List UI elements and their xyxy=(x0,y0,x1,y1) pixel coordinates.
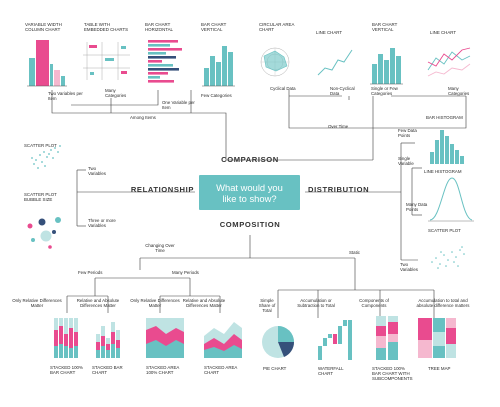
label-few-categories: Few Categories xyxy=(201,93,232,98)
chart-label-stacked-area: STACKED AREA CHART xyxy=(204,365,238,376)
label-simple-share: Simple Share of Total xyxy=(258,298,276,314)
line-chart-icon-b xyxy=(427,47,471,77)
label-three-or-more: Three or more Variables xyxy=(88,218,116,229)
chart-label-line-histogram: LINE HISTOGRAM xyxy=(424,169,462,174)
label-many-periods: Many Periods xyxy=(172,270,199,275)
branch-comparison: COMPARISON xyxy=(221,155,279,164)
variable-width-column-icon xyxy=(27,40,67,87)
branch-composition: COMPOSITION xyxy=(219,220,281,229)
chart-label-scatter-plot-dist: SCATTER PLOT xyxy=(428,228,461,233)
stacked-area-icon xyxy=(204,322,242,358)
chart-label-variable-width: VARIABLE WIDTH COLUMN CHART xyxy=(25,22,62,33)
stacked-bar-icon xyxy=(96,322,120,358)
label-relative-absolute-b: Relative and Absolute Differences Matter xyxy=(182,298,226,309)
label-two-variables: Two Variables xyxy=(88,166,106,177)
label-many-data-points: Many Data Points xyxy=(406,202,428,213)
label-relative-absolute-a: Relative and Absolute Differences Matter xyxy=(76,298,120,309)
chart-label-table-embedded: TABLE WITH EMBEDDED CHARTS xyxy=(84,22,129,33)
label-two-vars-per-item: Two Variables per Item xyxy=(48,91,83,102)
branch-distribution: DISTRIBUTION xyxy=(308,185,370,194)
chart-label-bar-vertical-a: BAR CHART VERTICAL xyxy=(201,22,227,33)
chart-label-stacked-area-100: STACKED AREA 100% CHART xyxy=(146,365,180,376)
label-only-relative-b: Only Relative Differences Matter xyxy=(130,298,180,309)
chart-label-bar-histogram: BAR HISTOGRAM xyxy=(426,115,463,120)
chart-label-waterfall: WATERFALL CHART xyxy=(318,366,344,377)
scatter-plot-2var-icon xyxy=(431,246,465,269)
stacked-100-bar-icon xyxy=(54,318,78,358)
center-question-box: What would you like to show? xyxy=(199,175,300,210)
stacked-100-sub-icon xyxy=(376,316,398,360)
label-single-few-categories: Single or Few Categories xyxy=(371,86,398,97)
chart-label-line-a: LINE CHART xyxy=(316,30,343,35)
label-among-items: Among Items xyxy=(130,115,156,120)
bar-vertical-icon-a xyxy=(202,46,235,87)
label-components: Components of Components xyxy=(359,298,389,309)
chart-label-tree-map: TREE MAP xyxy=(428,366,451,371)
chart-label-scatter-plot: SCATTER PLOT xyxy=(24,143,57,148)
branch-relationship: RELATIONSHIP xyxy=(130,185,194,194)
label-accumulation-total: Accumulation to total and absolute diffe… xyxy=(416,298,470,309)
tree-map-icon xyxy=(418,318,456,358)
line-histogram-icon xyxy=(428,177,474,222)
chart-label-stacked-100-bar: STACKED 100% BAR CHART xyxy=(50,365,83,376)
chart-label-circular-area: CIRCULAR AREA CHART xyxy=(259,22,295,33)
chart-label-stacked-bar: STACKED BAR CHART xyxy=(92,365,123,376)
chart-label-line-b: LINE CHART xyxy=(430,30,457,35)
label-single-variable: Single Variable xyxy=(398,156,414,167)
label-non-cyclical: Non-Cyclical Data xyxy=(330,86,355,97)
chart-label-bar-horizontal: BAR CHART HORIZONTAL xyxy=(145,22,173,33)
bar-histogram-icon xyxy=(430,130,464,164)
table-embedded-icon xyxy=(83,42,130,80)
bar-horizontal-icon xyxy=(148,40,182,83)
label-few-data-points: Few Data Points xyxy=(398,128,417,139)
scatter-plot-icon xyxy=(31,145,61,169)
chart-label-scatter-bubble: SCATTER PLOT BUBBLE SIZE xyxy=(24,192,57,203)
line-chart-icon-a xyxy=(317,49,353,76)
label-many-categories-a: Many Categories xyxy=(105,88,127,99)
label-one-var-per-item: One Variable per Item xyxy=(162,100,195,111)
label-only-relative-a: Only Relative Differences Matter xyxy=(12,298,62,309)
pie-chart-icon xyxy=(262,326,295,358)
stacked-area-100-icon xyxy=(146,318,184,358)
chart-label-pie: PIE CHART xyxy=(263,366,287,371)
circular-area-icon xyxy=(260,47,290,77)
label-over-time: Over Time xyxy=(328,124,349,129)
bubble-chart-icon xyxy=(27,217,61,249)
label-two-variables-dist: Two Variables xyxy=(400,262,418,273)
bar-vertical-icon-b xyxy=(370,48,403,85)
waterfall-icon xyxy=(318,320,352,360)
label-cyclical-data: Cyclical Data xyxy=(270,86,296,91)
label-accumulation: Accumulation or Subtraction to Total xyxy=(297,298,335,309)
label-few-periods: Few Periods xyxy=(78,270,103,275)
chart-label-bar-vertical-b: BAR CHART VERTICAL xyxy=(372,22,398,33)
label-static: Static xyxy=(349,250,360,255)
center-question: What would you like to show? xyxy=(216,182,283,204)
label-many-categories-b: Many Categories xyxy=(448,86,470,97)
chart-label-stacked-100-sub: STACKED 100% BAR CHART WITH SUBCOMPONENT… xyxy=(372,366,413,382)
label-changing-over-time: Changing Over Time xyxy=(145,243,175,254)
